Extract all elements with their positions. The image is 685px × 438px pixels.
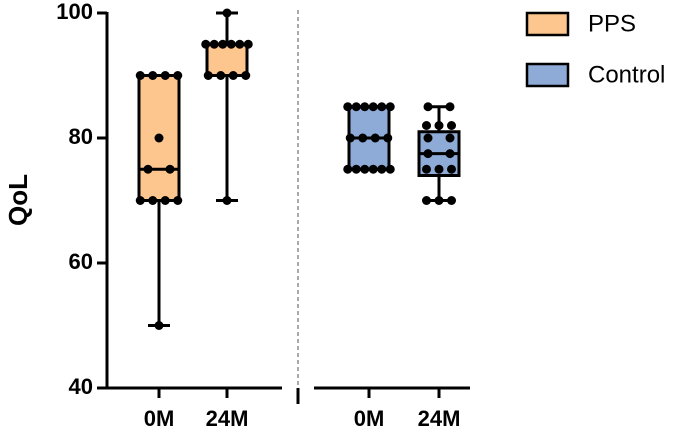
data-point (351, 102, 361, 112)
data-point (209, 39, 219, 49)
data-point (148, 196, 158, 205)
legend-label: Control (588, 61, 665, 88)
y-tick-label: 100 (56, 0, 93, 24)
data-point (445, 102, 455, 112)
legend-label: PPS (588, 10, 636, 37)
data-point (368, 102, 378, 112)
data-point (148, 71, 158, 80)
data-point (445, 149, 455, 159)
data-point (226, 39, 236, 49)
data-point (445, 133, 455, 143)
legend-swatch (525, 11, 570, 37)
data-point (385, 102, 395, 112)
data-point (423, 133, 433, 143)
data-point (447, 196, 456, 205)
legend-swatch (525, 62, 570, 88)
data-point (154, 321, 164, 330)
data-point (203, 71, 213, 80)
data-point (218, 39, 228, 49)
data-point (358, 133, 368, 143)
data-point (377, 102, 387, 112)
data-point (423, 102, 433, 112)
x-tick-label: 24M (206, 406, 249, 431)
data-point (241, 71, 251, 80)
data-point (135, 71, 145, 80)
data-point (343, 102, 353, 112)
x-tick-label: 0M (144, 406, 175, 431)
data-point (228, 71, 238, 80)
data-point (165, 164, 175, 174)
data-point (243, 39, 253, 49)
data-point (343, 164, 353, 174)
data-point (447, 164, 456, 174)
x-tick-label: 0M (354, 406, 385, 431)
data-point (383, 133, 393, 143)
data-point (201, 39, 211, 49)
x-tick-label: 24M (418, 406, 461, 431)
data-point (216, 71, 226, 80)
data-point (160, 196, 170, 205)
data-point (222, 8, 232, 18)
data-point (351, 164, 361, 174)
data-point (434, 196, 444, 205)
data-point (345, 133, 355, 143)
data-point (360, 102, 370, 112)
data-point (423, 149, 433, 159)
data-point (434, 121, 444, 130)
data-point (154, 133, 164, 143)
y-tick-label: 80 (69, 124, 93, 149)
data-point (235, 39, 245, 49)
data-point (385, 164, 395, 174)
data-point (160, 71, 170, 80)
data-point (368, 164, 378, 174)
data-point (434, 164, 444, 174)
data-point (360, 164, 370, 174)
box (205, 42, 249, 77)
data-point (422, 121, 431, 130)
y-axis-label: QoL (3, 174, 33, 226)
data-point (173, 196, 183, 205)
data-point (422, 196, 431, 205)
y-tick-label: 40 (69, 374, 93, 399)
data-point (143, 164, 153, 174)
data-point (370, 133, 380, 143)
data-point (447, 121, 456, 130)
data-point (422, 164, 431, 174)
y-tick-label: 60 (69, 249, 93, 274)
data-point (377, 164, 387, 174)
data-point (135, 196, 145, 205)
data-point (222, 196, 232, 205)
data-point (173, 71, 183, 80)
